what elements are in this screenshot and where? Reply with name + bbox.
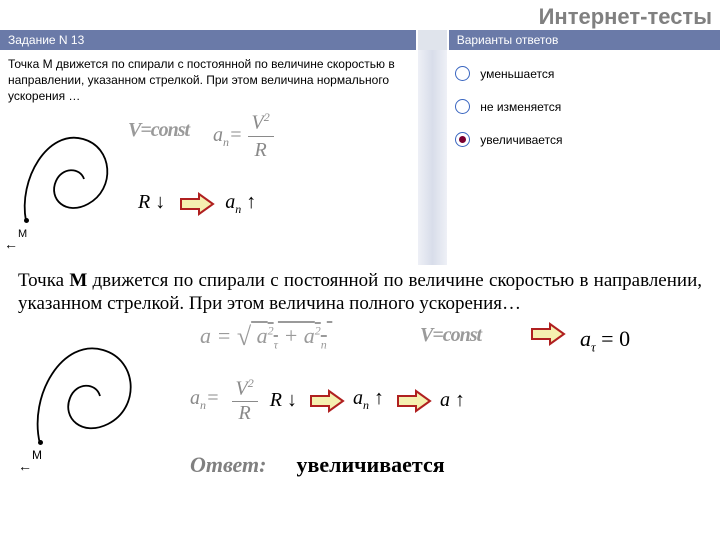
an-up: an ↑: [225, 189, 256, 217]
direction-arrow-icon-bottom: ←: [18, 458, 32, 474]
answer-value: увеличивается: [296, 452, 444, 478]
answer-line: Ответ: увеличивается: [190, 452, 445, 478]
frac-V: V: [252, 111, 264, 133]
header-zadanie: Задание N 13: [0, 30, 416, 50]
atau-rest: = 0: [596, 326, 630, 351]
answer-label-3: увеличивается: [480, 133, 562, 147]
qf-rest: движется по спирали с постоянной по вели…: [18, 270, 702, 315]
R-down-bottom: R ↓: [270, 389, 297, 412]
question-short-text: Точка М движется по спирали с постоянной…: [8, 56, 410, 105]
implication-row-bottom: an= V2 R R ↓ an ↑ a ↑: [190, 376, 465, 425]
frac2-R: R: [232, 402, 258, 425]
an-eq-gray: an=: [190, 387, 220, 413]
R-down: R ↓: [138, 189, 165, 216]
implies-arrow-icon-3: [309, 389, 341, 411]
qf-prefix: Точка: [18, 270, 69, 291]
implies-arrow-icon-2: [530, 322, 562, 344]
bottom-zone: М ← a = a2τ + a2n V=const aτ = 0 an= V2 …: [0, 320, 720, 500]
answer-label: Ответ:: [190, 452, 266, 478]
implies-arrow-icon: [179, 192, 211, 214]
header-row: Задание N 13 Варианты ответов: [0, 30, 720, 50]
v-const-label-bottom: V=const: [420, 324, 481, 347]
faded-sqrt-eq: a = a2τ + a2n: [200, 320, 332, 352]
point-m-dot: [24, 218, 29, 223]
spiral-icon-bottom: [18, 320, 158, 460]
answer-label-1: уменьшается: [480, 67, 554, 81]
header-gap: [418, 30, 447, 50]
column-gap: [418, 50, 447, 265]
answer-option-1[interactable]: уменьшается: [455, 66, 712, 81]
a-tau-zero: aτ = 0: [580, 326, 630, 355]
frac-bottom: V2 R: [232, 376, 258, 425]
answers-col: уменьшается не изменяется увеличивается: [447, 50, 720, 265]
header-variants: Варианты ответов: [449, 30, 720, 50]
answer-option-2[interactable]: не изменяется: [455, 99, 712, 114]
answer-label-2: не изменяется: [480, 100, 561, 114]
implies-arrow-icon-4: [396, 389, 428, 411]
frac2-V: V: [236, 378, 248, 400]
formula-an: an= V2 R: [213, 109, 274, 165]
a-up: a ↑: [440, 389, 465, 412]
page-title: Интернет-тесты: [0, 0, 720, 30]
frac2-sup2: 2: [248, 376, 254, 390]
qf-M: М: [69, 270, 87, 291]
answer-option-3[interactable]: увеличивается: [455, 132, 712, 147]
point-m-label: М: [18, 227, 27, 242]
question-full: Точка М движется по спирали с постоянной…: [0, 265, 720, 319]
implication-row-top: R ↓ an ↑: [138, 189, 256, 217]
point-m-label-bottom: М: [32, 448, 42, 462]
question-short: Точка М движется по спирали с постоянной…: [0, 50, 418, 265]
radio-icon[interactable]: [455, 99, 470, 114]
frac-R: R: [248, 137, 274, 164]
sub-n: n: [223, 135, 229, 149]
atau-a: a: [580, 326, 591, 351]
direction-arrow-icon: ←: [4, 235, 18, 254]
frac-sup2: 2: [264, 110, 270, 124]
radio-icon[interactable]: [455, 66, 470, 81]
spiral-zone-top: М ← V=const an= V2 R R ↓ an ↑: [8, 109, 410, 259]
radio-icon-selected[interactable]: [455, 132, 470, 147]
v-const-label: V=const: [128, 117, 189, 144]
an-up-bottom: an ↑: [353, 387, 384, 413]
body-row: Точка М движется по спирали с постоянной…: [0, 50, 720, 265]
